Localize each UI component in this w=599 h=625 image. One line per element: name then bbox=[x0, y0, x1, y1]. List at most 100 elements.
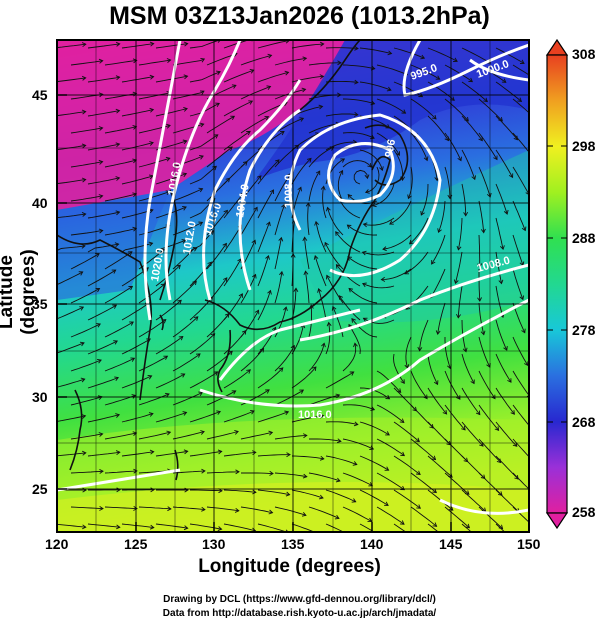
streamline-arrow bbox=[252, 273, 257, 279]
streamline-arrow bbox=[453, 57, 458, 62]
streamline bbox=[240, 116, 269, 134]
streamline-arrow bbox=[513, 135, 519, 141]
streamline bbox=[206, 390, 236, 406]
streamline-arrow bbox=[201, 468, 206, 474]
streamline bbox=[206, 313, 230, 338]
streamline-arrow bbox=[115, 108, 121, 114]
streamline-arrow bbox=[114, 376, 120, 381]
streamline bbox=[512, 132, 529, 153]
streamline-arrow bbox=[81, 75, 87, 81]
streamline-arrow bbox=[362, 222, 368, 228]
streamline-arrow bbox=[283, 306, 288, 312]
streamline-arrow bbox=[115, 210, 121, 216]
streamline-arrow bbox=[116, 487, 121, 493]
streamline bbox=[291, 523, 316, 532]
streamline-arrow bbox=[81, 177, 87, 183]
streamline-arrow bbox=[507, 378, 512, 383]
streamline-arrow bbox=[364, 174, 370, 180]
streamline bbox=[495, 81, 522, 102]
streamline-arrow bbox=[400, 451, 406, 457]
streamline-arrow bbox=[129, 321, 134, 326]
streamline bbox=[427, 523, 439, 532]
streamline bbox=[206, 146, 233, 168]
streamline-arrow bbox=[147, 374, 153, 380]
streamline bbox=[57, 245, 86, 252]
streamline-arrow bbox=[353, 421, 359, 427]
streamline bbox=[363, 217, 395, 226]
streamline-arrow bbox=[382, 246, 387, 252]
streamline bbox=[87, 177, 120, 185]
streamline bbox=[138, 506, 171, 510]
streamline-arrow bbox=[280, 130, 285, 136]
streamline-arrow bbox=[199, 122, 205, 128]
streamline-arrow bbox=[475, 410, 481, 416]
streamline bbox=[189, 523, 222, 530]
streamline bbox=[410, 64, 440, 80]
streamline bbox=[104, 432, 137, 440]
streamline bbox=[478, 98, 503, 122]
streamline-arrow bbox=[182, 411, 188, 416]
streamline bbox=[389, 200, 412, 225]
streamline bbox=[138, 393, 170, 406]
streamline bbox=[461, 523, 472, 532]
streamline-arrow bbox=[132, 58, 138, 64]
streamline bbox=[87, 451, 120, 457]
streamline-arrow bbox=[482, 541, 486, 545]
streamline bbox=[308, 343, 325, 372]
streamline bbox=[461, 387, 481, 415]
streamline-arrow bbox=[461, 425, 466, 431]
streamline-arrow bbox=[193, 316, 199, 321]
streamline-arrow bbox=[217, 526, 223, 532]
streamline bbox=[155, 43, 188, 49]
streamline bbox=[291, 43, 324, 49]
streamline-arrow bbox=[431, 455, 437, 461]
streamline bbox=[274, 204, 286, 236]
streamline-arrow bbox=[81, 243, 86, 249]
streamline-arrow bbox=[302, 56, 308, 62]
streamline bbox=[495, 523, 506, 532]
streamline bbox=[478, 166, 491, 198]
streamline bbox=[308, 62, 341, 66]
streamline-arrow bbox=[404, 364, 410, 369]
streamline bbox=[376, 438, 405, 456]
streamline bbox=[172, 353, 201, 372]
isobar-label: 1004.0 bbox=[234, 183, 252, 218]
streamline-arrow bbox=[167, 506, 172, 512]
streamline-arrow bbox=[149, 107, 155, 113]
streamline bbox=[257, 189, 274, 219]
streamline bbox=[376, 506, 405, 525]
streamline-arrow bbox=[400, 485, 406, 491]
streamline-arrow bbox=[165, 156, 171, 162]
streamline-arrow bbox=[98, 159, 104, 165]
streamline-arrow bbox=[519, 295, 525, 301]
streamline-arrow bbox=[501, 78, 507, 83]
streamline bbox=[189, 71, 221, 83]
streamline-arrow bbox=[318, 104, 324, 110]
streamline-arrow bbox=[456, 313, 461, 319]
streamline-arrow bbox=[99, 506, 104, 511]
streamline bbox=[172, 123, 204, 134]
streamline bbox=[461, 421, 484, 447]
streamline bbox=[308, 123, 340, 134]
streamline bbox=[495, 421, 518, 447]
streamline-arrow bbox=[486, 192, 492, 198]
streamline bbox=[70, 288, 100, 304]
streamline-arrow bbox=[540, 277, 544, 281]
streamline bbox=[353, 169, 368, 185]
streamline bbox=[104, 126, 137, 134]
streamline bbox=[478, 132, 498, 160]
streamline-arrow bbox=[213, 371, 219, 376]
streamline bbox=[376, 64, 408, 76]
streamline bbox=[362, 283, 395, 289]
streamline-arrow bbox=[453, 279, 459, 285]
streamline-arrow bbox=[82, 450, 87, 456]
streamline bbox=[155, 108, 188, 117]
colorbar-tick: 258 bbox=[572, 504, 596, 520]
streamline-arrow bbox=[111, 269, 117, 274]
streamline-arrow bbox=[416, 539, 420, 543]
streamline bbox=[172, 90, 205, 100]
streamline bbox=[189, 40, 221, 49]
streamline-arrow bbox=[416, 470, 421, 476]
streamline-arrow bbox=[463, 211, 469, 217]
streamline bbox=[376, 404, 405, 423]
